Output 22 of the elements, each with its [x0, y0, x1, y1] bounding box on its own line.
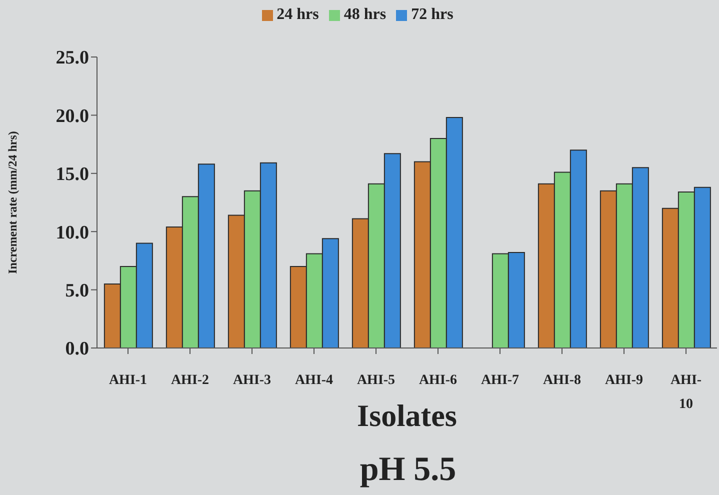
x-tick-label: AHI-9	[604, 373, 644, 388]
y-tick-label: 5.0	[65, 280, 89, 302]
text: pH 5.5	[358, 450, 458, 490]
x-tick-label: AHI-6	[418, 373, 458, 388]
y-axis-title: Increment rate (mm/24 hrs)	[5, 131, 20, 274]
y-tick-label: 0.0	[65, 338, 89, 360]
legend-label: 48 hrs	[344, 6, 386, 23]
x-tick-label: AHI-5	[356, 373, 396, 388]
x-tick-label: AHI-10	[670, 373, 702, 412]
x-tick-label: AHI-7	[480, 373, 520, 388]
x-tick-label: AHI-1	[108, 373, 148, 388]
x-tick-label: AHI-3	[232, 373, 272, 388]
legend-label: 24 hrs	[276, 6, 319, 23]
x-tick-label: AHI-8	[542, 373, 582, 388]
x-tick-label: AHI-2	[170, 373, 210, 388]
x-tick-label: AHI-4	[294, 373, 334, 388]
legend-label: 72 hrs	[411, 6, 454, 23]
y-tick-label: 25.0	[56, 48, 89, 69]
y-tick-label: 15.0	[56, 164, 89, 186]
y-tick-label: 20.0	[56, 106, 89, 127]
x-axis-title: Isolates	[357, 398, 457, 433]
y-tick-label: 10.0	[56, 222, 89, 244]
